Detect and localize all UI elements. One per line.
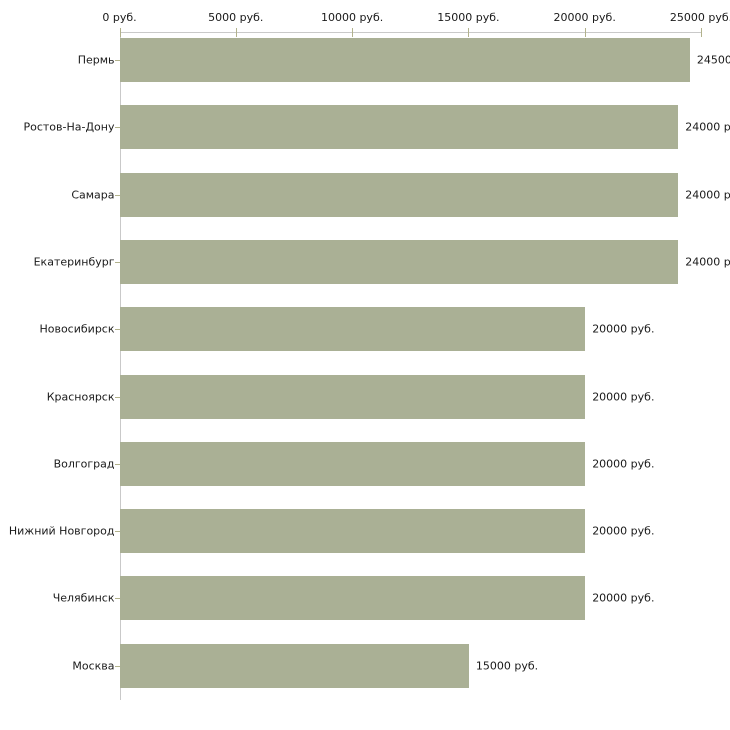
category-tick — [114, 665, 121, 667]
x-axis-tick-label: 5000 руб. — [208, 11, 264, 24]
bar-row: Волгоград 20000 руб. — [0, 441, 730, 486]
y-axis-line — [119, 32, 121, 700]
value-label: 20000 руб. — [592, 322, 655, 336]
value-label: 20000 руб. — [592, 390, 655, 403]
bar-row: Екатеринбург 24000 руб. — [0, 239, 730, 284]
bar-row: Челябинск 20000 руб. — [0, 576, 730, 621]
category-label: Челябинск — [52, 591, 115, 605]
category-label: Самара — [71, 188, 115, 202]
category-tick — [114, 261, 121, 263]
bar — [120, 172, 679, 217]
value-label: 20000 руб. — [592, 524, 655, 538]
value-label: 24000 руб. — [685, 188, 730, 202]
x-axis-tick-label: 20000 руб. — [553, 11, 616, 24]
category-label: Екатеринбург — [33, 255, 115, 269]
category-tick — [114, 598, 121, 600]
x-axis-tick — [701, 28, 702, 37]
bar-row: Красноярск 20000 руб. — [0, 374, 730, 419]
bar-row: Новосибирск 20000 руб. — [0, 307, 730, 352]
x-axis-tick — [235, 28, 237, 37]
x-axis-tick — [584, 28, 586, 37]
bar-row: Самара 24000 руб. — [0, 172, 730, 217]
bar — [120, 38, 690, 82]
category-tick — [114, 531, 121, 533]
value-label: 24000 руб. — [685, 120, 730, 134]
value-label: 20000 руб. — [592, 457, 655, 471]
category-tick — [114, 463, 121, 465]
bar — [120, 239, 679, 284]
x-axis-tick — [119, 28, 121, 37]
category-tick — [114, 194, 121, 196]
bar — [120, 374, 586, 419]
bar-row: Москва 15000 руб. — [0, 643, 730, 688]
category-label: Нижний Новгород — [8, 524, 115, 538]
category-label: Ростов-На-Дону — [23, 120, 115, 134]
category-tick — [114, 60, 121, 61]
bar — [120, 105, 679, 150]
category-tick — [114, 329, 121, 331]
x-axis-tick — [352, 28, 354, 37]
value-label: 24500 руб. — [696, 53, 730, 67]
x-axis-line — [119, 32, 701, 33]
category-label: Москва — [72, 659, 115, 673]
category-tick — [114, 127, 121, 129]
value-label: 24000 руб. — [685, 255, 730, 269]
category-label: Красноярск — [46, 390, 115, 403]
category-label: Новосибирск — [39, 322, 115, 336]
category-label: Волгоград — [53, 457, 115, 471]
x-axis-tick-label: 15000 руб. — [437, 11, 500, 24]
bar — [120, 576, 586, 621]
bar-row: Пермь 24500 руб. — [0, 38, 730, 82]
value-label: 15000 руб. — [475, 659, 539, 673]
bar — [120, 643, 469, 688]
bar-row: Ростов-На-Дону 24000 руб. — [0, 105, 730, 150]
bar — [120, 307, 586, 352]
bar-row: Нижний Новгород 20000 руб. — [0, 509, 730, 554]
x-axis-tick-label: 25000 руб. — [669, 11, 730, 24]
value-label: 20000 руб. — [592, 591, 655, 605]
category-tick — [114, 396, 121, 398]
category-label: Пермь — [77, 53, 115, 67]
x-axis-tick-label: 10000 руб. — [320, 11, 384, 24]
x-axis-tick — [468, 28, 470, 37]
bar — [120, 509, 586, 554]
bar — [120, 441, 586, 486]
x-axis-tick-label: 0 руб. — [102, 11, 137, 24]
